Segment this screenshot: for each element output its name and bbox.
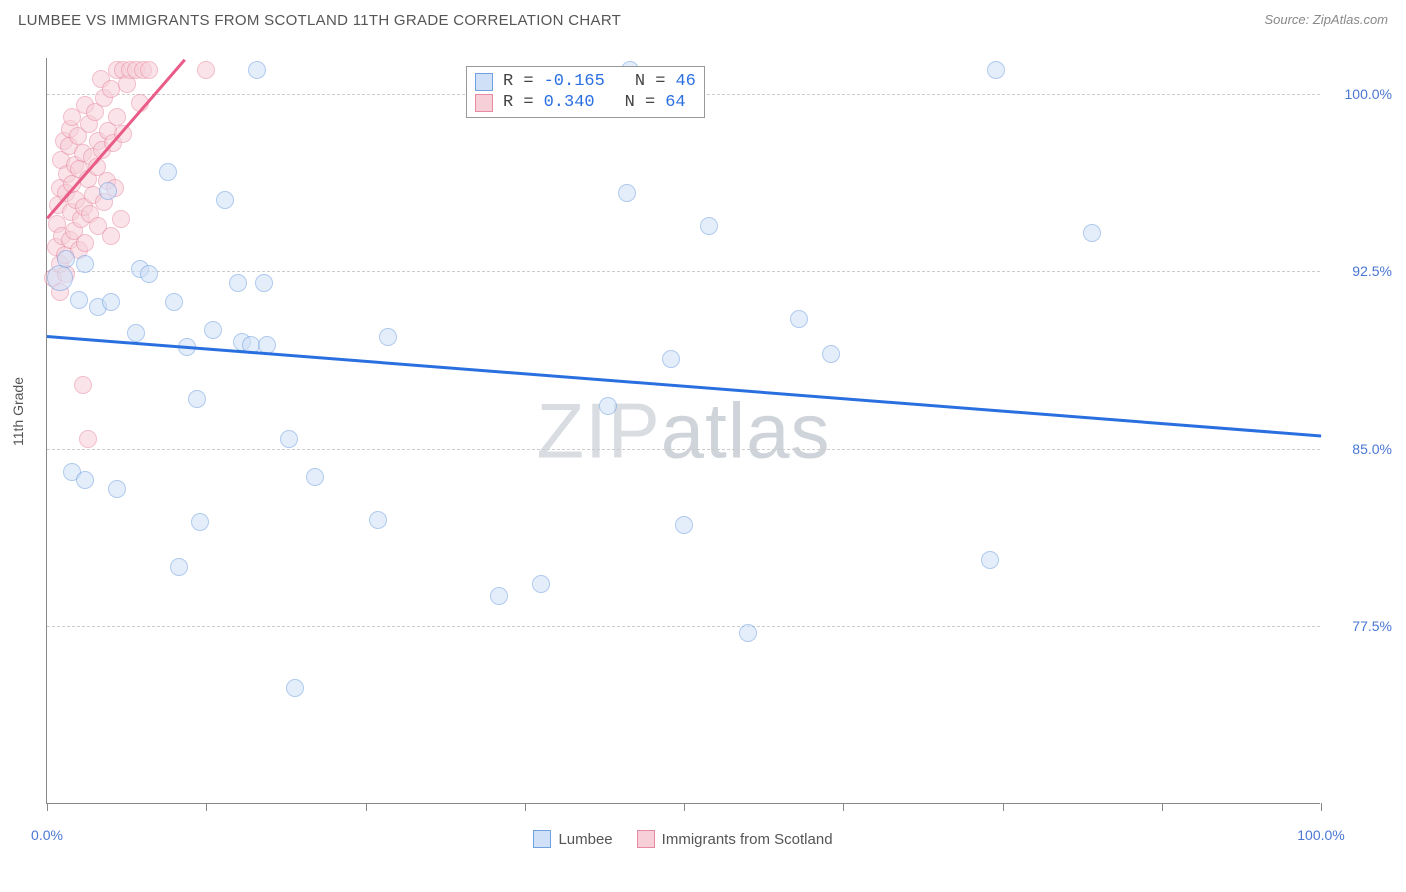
x-tick [525,803,526,811]
marker-lumbee [70,291,88,309]
gridline-h [47,271,1320,272]
marker-lumbee [1083,224,1101,242]
marker-lumbee [102,293,120,311]
marker-lumbee [255,274,273,292]
marker-lumbee [379,328,397,346]
x-tick [366,803,367,811]
marker-lumbee [99,182,117,200]
marker-lumbee [369,511,387,529]
stat-series-swatch [475,73,493,91]
stat-r-value: 0.340 [544,93,595,112]
marker-lumbee [675,516,693,534]
marker-lumbee [127,324,145,342]
watermark: ZIPatlas [536,385,830,476]
stat-row: R = 0.340 N = 64 [473,92,698,113]
marker-lumbee [76,471,94,489]
x-tick [684,803,685,811]
marker-lumbee [987,61,1005,79]
correlation-stats-box: R = -0.165 N = 46 R = 0.340 N = 64 [466,66,705,118]
marker-scotland [102,80,120,98]
marker-lumbee [216,191,234,209]
marker-lumbee [739,624,757,642]
gridline-h [47,449,1320,450]
stat-n-label: N = [625,93,656,112]
stat-series-swatch [475,94,493,112]
stat-row: R = -0.165 N = 46 [473,71,698,92]
stat-r-label: R = [503,93,534,112]
trendline-lumbee [47,335,1321,437]
y-tick-label: 100.0% [1328,86,1392,102]
y-tick-label: 77.5% [1328,618,1392,634]
series-legend: Lumbee Immigrants from Scotland [46,830,1320,848]
marker-lumbee [76,255,94,273]
legend-swatch [533,830,551,848]
marker-scotland [140,61,158,79]
marker-lumbee [159,163,177,181]
marker-lumbee [108,480,126,498]
stat-r-value: -0.165 [544,72,605,91]
marker-lumbee [790,310,808,328]
legend-swatch [637,830,655,848]
marker-lumbee [280,430,298,448]
marker-lumbee [165,293,183,311]
marker-lumbee [188,390,206,408]
x-tick [1321,803,1322,811]
watermark-bold: ZIP [536,386,660,474]
marker-lumbee [248,61,266,79]
legend-label: Immigrants from Scotland [662,831,833,848]
x-tick [1162,803,1163,811]
marker-scotland [197,61,215,79]
marker-lumbee [981,551,999,569]
x-tick [843,803,844,811]
y-tick-label: 85.0% [1328,441,1392,457]
marker-scotland [108,108,126,126]
marker-scotland [102,227,120,245]
marker-lumbee [532,575,550,593]
gridline-h [47,626,1320,627]
x-tick [206,803,207,811]
legend-item: Immigrants from Scotland [637,830,833,848]
marker-lumbee [599,397,617,415]
stat-n-value: 64 [665,93,685,112]
marker-scotland [112,210,130,228]
legend-label: Lumbee [558,831,612,848]
header-row: LUMBEE VS IMMIGRANTS FROM SCOTLAND 11TH … [0,0,1406,29]
source-attribution: Source: ZipAtlas.com [1264,12,1388,27]
x-tick [1003,803,1004,811]
marker-lumbee [286,679,304,697]
marker-lumbee [140,265,158,283]
marker-lumbee [170,558,188,576]
marker-lumbee [662,350,680,368]
marker-lumbee [191,513,209,531]
marker-lumbee [204,321,222,339]
stat-n-value: 46 [675,72,695,91]
marker-lumbee [490,587,508,605]
marker-scotland [79,430,97,448]
marker-lumbee [229,274,247,292]
marker-lumbee [700,217,718,235]
marker-lumbee [57,250,75,268]
y-axis-title: 11th Grade [10,377,26,446]
chart-plot: ZIPatlas 77.5%85.0%92.5%100.0%0.0%100.0%… [46,58,1320,804]
chart-title: LUMBEE VS IMMIGRANTS FROM SCOTLAND 11TH … [18,12,621,29]
stat-r-label: R = [503,72,534,91]
x-tick [47,803,48,811]
watermark-light: atlas [661,386,831,474]
marker-scotland [76,234,94,252]
marker-lumbee [306,468,324,486]
plot-area: ZIPatlas 77.5%85.0%92.5%100.0%0.0%100.0% [46,58,1320,804]
marker-scotland [74,376,92,394]
marker-lumbee [822,345,840,363]
marker-lumbee [47,265,73,291]
legend-item: Lumbee [533,830,612,848]
y-tick-label: 92.5% [1328,263,1392,279]
stat-n-label: N = [635,72,666,91]
marker-lumbee [618,184,636,202]
